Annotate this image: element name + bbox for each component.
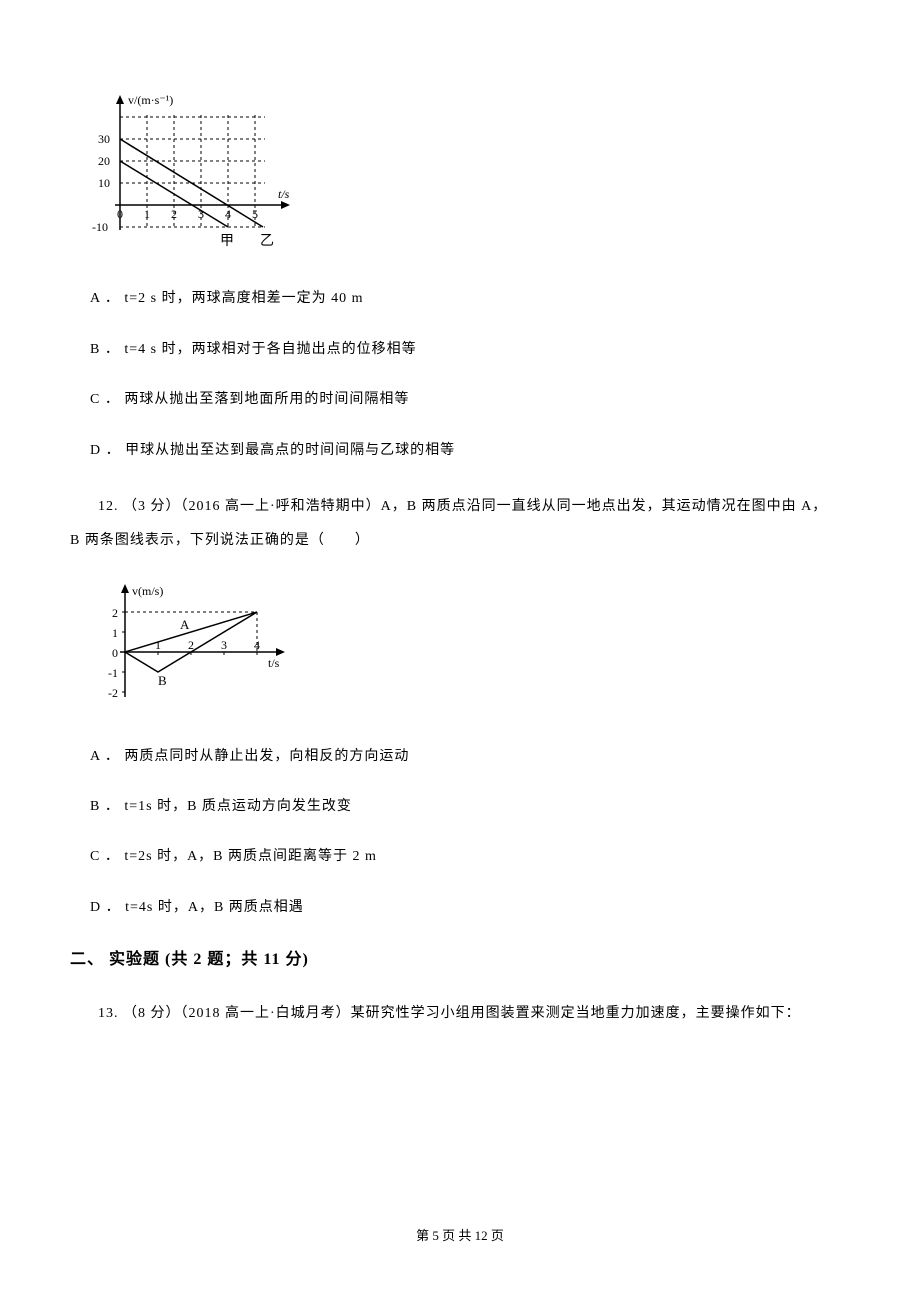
chart2-label-b: B bbox=[158, 673, 167, 688]
section2-heading: 二、 实验题 (共 2 题；共 11 分) bbox=[70, 947, 850, 973]
q11-option-c: C ． 两球从抛出至落到地面所用的时间间隔相等 bbox=[90, 389, 850, 411]
q11-option-b: B ． t=4 s 时，两球相对于各自抛出点的位移相等 bbox=[90, 339, 850, 361]
chart2-xtick-1: 1 bbox=[155, 638, 161, 652]
chart1-ytick-30: 30 bbox=[98, 132, 110, 146]
chart2-xlabel: t/s bbox=[268, 656, 280, 670]
page-footer: 第 5 页 共 12 页 bbox=[0, 1226, 920, 1247]
chart1-xtick-0: 0 bbox=[117, 207, 123, 221]
q12-intro: 12. （3 分）（2016 高一上·呼和浩特期中）A，B 两质点沿同一直线从同… bbox=[70, 490, 850, 557]
chart-q11: 30 20 10 -10 0 1 2 3 4 5 v/(m·s⁻¹) t/s 甲… bbox=[90, 90, 850, 258]
chart1-ytick-10: 10 bbox=[98, 176, 110, 190]
chart2-ytick-n1: -1 bbox=[108, 666, 118, 680]
chart1-xtick-4: 4 bbox=[225, 207, 231, 221]
q11-option-a: A ． t=2 s 时，两球高度相差一定为 40 m bbox=[90, 288, 850, 310]
chart2-ytick-1: 1 bbox=[112, 626, 118, 640]
chart1-label-jia: 甲 bbox=[220, 234, 234, 249]
chart2-xtick-4: 4 bbox=[254, 638, 260, 652]
chart2-ytick-2: 2 bbox=[112, 606, 118, 620]
chart1-xtick-1: 1 bbox=[144, 207, 150, 221]
chart-q12: 2 1 0 -1 -2 1 2 3 4 v(m/s) t/s A B bbox=[90, 577, 850, 715]
chart1-xtick-3: 3 bbox=[198, 207, 204, 221]
q12-option-d: D ． t=4s 时，A，B 两质点相遇 bbox=[90, 897, 850, 919]
chart1-ytick-neg10: -10 bbox=[92, 220, 108, 234]
q11-option-d: D ． 甲球从抛出至达到最高点的时间间隔与乙球的相等 bbox=[90, 440, 850, 462]
q13-intro: 13. （8 分）（2018 高一上·白城月考）某研究性学习小组用图装置来测定当… bbox=[70, 997, 850, 1031]
q12-intro-line1: 12. （3 分）（2016 高一上·呼和浩特期中）A，B 两质点沿同一直线从同… bbox=[98, 499, 827, 514]
chart1-xtick-2: 2 bbox=[171, 207, 177, 221]
chart2-ytick-0: 0 bbox=[112, 646, 118, 660]
chart2-xtick-3: 3 bbox=[221, 638, 227, 652]
q12-option-a: A ． 两质点同时从静止出发，向相反的方向运动 bbox=[90, 746, 850, 768]
chart1-ytick-20: 20 bbox=[98, 154, 110, 168]
chart1-ylabel: v/(m·s⁻¹) bbox=[128, 93, 173, 107]
chart2-ylabel: v(m/s) bbox=[132, 584, 163, 598]
chart1-xlabel: t/s bbox=[278, 187, 290, 201]
chart2-xtick-2: 2 bbox=[188, 638, 194, 652]
chart2-ytick-n2: -2 bbox=[108, 686, 118, 700]
q12-option-b: B ． t=1s 时，B 质点运动方向发生改变 bbox=[90, 796, 850, 818]
q12-option-c: C ． t=2s 时，A，B 两质点间距离等于 2 m bbox=[90, 846, 850, 868]
chart1-label-yi: 乙 bbox=[260, 233, 274, 249]
chart2-label-a: A bbox=[180, 617, 190, 632]
chart1-xtick-5: 5 bbox=[252, 207, 258, 221]
q12-intro-line2: B 两条图线表示，下列说法正确的是（ ） bbox=[70, 524, 370, 558]
